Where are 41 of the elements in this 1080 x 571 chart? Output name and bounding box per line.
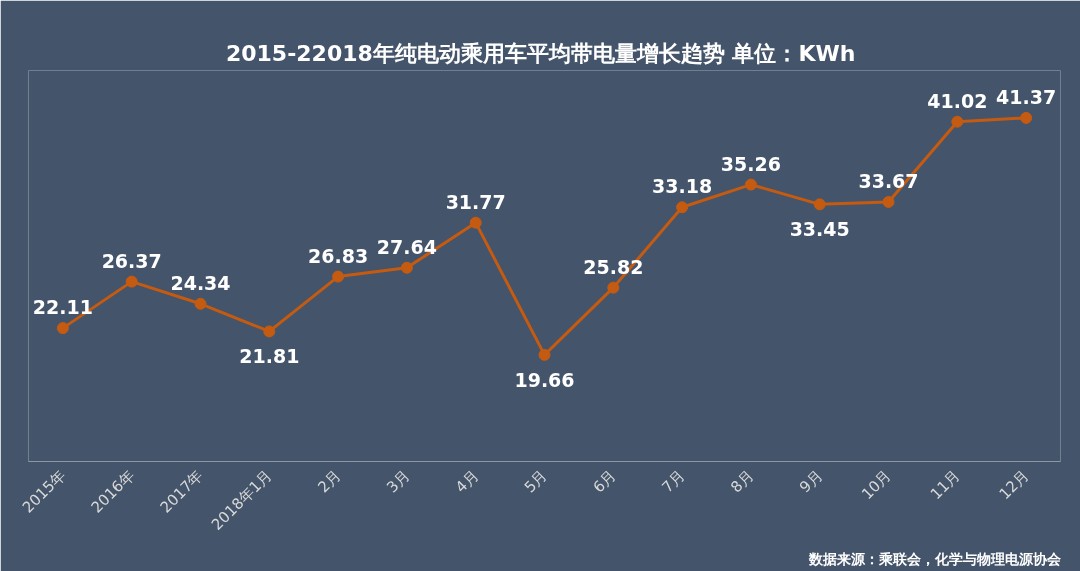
point <box>676 201 689 214</box>
data-label: 22.11 <box>32 296 93 319</box>
point <box>813 198 826 211</box>
data-label: 24.34 <box>170 271 231 294</box>
data-label: 31.77 <box>445 190 506 213</box>
data-label: 35.26 <box>720 152 781 175</box>
point <box>125 275 138 288</box>
x-tick-label: 6月 <box>589 466 620 497</box>
data-label: 41.02 <box>927 89 988 112</box>
point <box>607 281 620 294</box>
point <box>1020 111 1033 124</box>
data-label: 33.18 <box>652 175 713 198</box>
point <box>263 325 276 338</box>
point <box>56 322 69 335</box>
x-tick-label: 10月 <box>858 466 895 503</box>
x-tick-label: 3月 <box>383 466 414 497</box>
point <box>951 115 964 128</box>
chart-title: 2015-22018年纯电动乘用车平均带电量增长趋势 单位：KWh <box>225 40 856 66</box>
data-label: 19.66 <box>514 368 575 391</box>
point <box>882 195 895 208</box>
point <box>400 261 413 274</box>
data-label: 27.64 <box>376 235 437 258</box>
x-tick-label: 5月 <box>520 466 551 497</box>
point <box>194 297 207 310</box>
x-tick-label: 8月 <box>727 466 758 497</box>
data-label: 33.45 <box>789 218 850 241</box>
x-tick-label: 7月 <box>658 466 689 497</box>
x-tick-label: 12月 <box>995 466 1033 503</box>
data-label: 26.37 <box>101 249 162 272</box>
data-label: 41.37 <box>996 85 1057 108</box>
x-tick-label: 2月 <box>314 466 345 497</box>
data-label: 26.83 <box>308 244 369 267</box>
point <box>332 270 345 283</box>
point <box>538 348 551 361</box>
x-tick-label: 11月 <box>926 466 964 503</box>
x-tick-label: 4月 <box>451 466 483 497</box>
point <box>469 216 482 229</box>
x-tick-label: 9月 <box>795 466 827 497</box>
source-note: 数据来源：乘联会，化学与物理电源协会 <box>807 550 1062 567</box>
point <box>744 178 757 191</box>
data-label: 21.81 <box>239 345 300 368</box>
